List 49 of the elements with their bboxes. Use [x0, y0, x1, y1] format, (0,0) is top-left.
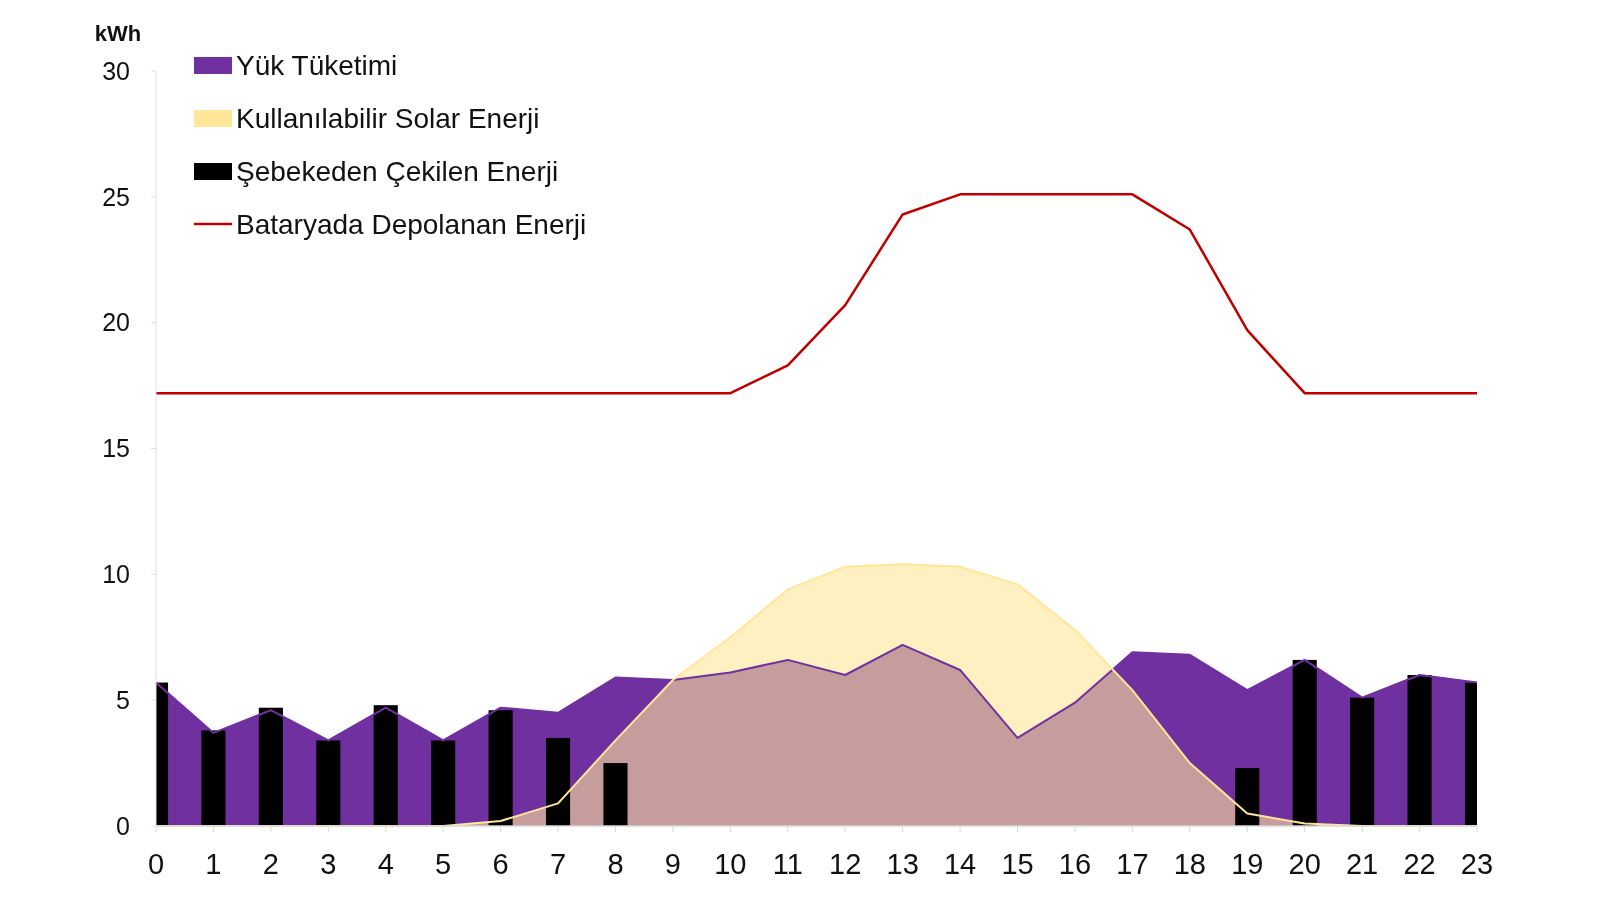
- x-tick-label: 23: [1460, 848, 1494, 880]
- x-tick-label: 15: [1001, 848, 1034, 880]
- y-tick-label: 5: [116, 685, 130, 714]
- x-tick-label: 3: [320, 848, 337, 880]
- x-tick-label: 9: [664, 848, 681, 880]
- bar: [603, 763, 628, 826]
- bar: [1292, 659, 1317, 826]
- bar: [316, 740, 341, 826]
- x-tick-label: 7: [549, 848, 567, 880]
- bar: [545, 737, 571, 826]
- bar: [488, 710, 513, 826]
- y-axis-title: kWh: [94, 21, 142, 46]
- x-tick-label: 12: [829, 848, 862, 880]
- x-tick-label: 19: [1231, 848, 1264, 880]
- x-tick-label: 10: [714, 848, 747, 880]
- y-tick-label: 0: [116, 811, 130, 840]
- y-tick-label: 25: [102, 182, 130, 211]
- x-tick-label: 17: [1116, 848, 1149, 880]
- x-tick-label: 21: [1346, 848, 1379, 880]
- x-tick-label: 6: [492, 848, 509, 880]
- x-tick-label: 16: [1058, 848, 1092, 880]
- legend-label: Kullanılabilir Solar Enerji: [236, 102, 540, 134]
- y-tick-label: 10: [102, 560, 130, 589]
- legend-label: Bataryada Depolanan Enerji: [236, 208, 587, 240]
- bar: [258, 707, 283, 826]
- x-tick-label: 0: [147, 848, 165, 880]
- x-tick-label: 2: [262, 848, 279, 880]
- bar: [431, 740, 456, 826]
- y-tick-label: 20: [102, 308, 130, 337]
- x-tick-label: 18: [1173, 848, 1206, 880]
- x-tick-label: 13: [886, 848, 919, 880]
- line-series: [154, 193, 1479, 395]
- x-tick-label: 14: [943, 848, 977, 880]
- x-tick-label: 20: [1288, 848, 1321, 880]
- y-tick-label: 15: [102, 434, 130, 463]
- x-tick-label: 5: [435, 848, 452, 880]
- y-tick-label: 30: [102, 56, 130, 85]
- legend-label: Yük Tüketimi: [236, 49, 398, 81]
- x-tick-label: 4: [377, 848, 394, 880]
- bar: [1235, 768, 1260, 826]
- bar: [1407, 675, 1432, 826]
- x-tick-label: 8: [607, 848, 624, 880]
- bar: [373, 705, 398, 826]
- legend-label: Şebekeden Çekilen Enerji: [236, 155, 559, 187]
- bar: [1350, 697, 1375, 826]
- x-tick-label: 22: [1403, 848, 1436, 880]
- x-tick-label: 11: [772, 848, 803, 880]
- bar: [201, 730, 226, 826]
- x-tick-label: 1: [205, 848, 222, 880]
